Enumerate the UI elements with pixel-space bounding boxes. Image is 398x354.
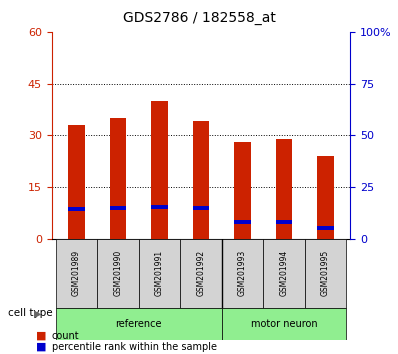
Bar bbox=[234, 220, 251, 224]
Bar bbox=[275, 139, 292, 239]
FancyBboxPatch shape bbox=[56, 239, 98, 308]
Text: GSM201995: GSM201995 bbox=[321, 250, 330, 296]
Text: GSM201994: GSM201994 bbox=[279, 250, 289, 296]
Text: GSM201992: GSM201992 bbox=[197, 250, 205, 296]
FancyBboxPatch shape bbox=[139, 239, 180, 308]
Text: motor neuron: motor neuron bbox=[251, 319, 317, 329]
Text: GSM201990: GSM201990 bbox=[113, 250, 123, 296]
Text: ▶: ▶ bbox=[34, 308, 41, 318]
Text: percentile rank within the sample: percentile rank within the sample bbox=[52, 342, 217, 352]
Bar bbox=[110, 206, 127, 210]
Text: GSM201991: GSM201991 bbox=[155, 250, 164, 296]
Text: cell type: cell type bbox=[8, 308, 53, 318]
Bar bbox=[317, 156, 334, 239]
Bar bbox=[151, 101, 168, 239]
FancyBboxPatch shape bbox=[304, 239, 346, 308]
Text: reference: reference bbox=[115, 319, 162, 329]
FancyBboxPatch shape bbox=[56, 308, 222, 340]
Bar bbox=[193, 121, 209, 239]
Text: ■: ■ bbox=[36, 331, 46, 341]
Text: count: count bbox=[52, 331, 79, 341]
Bar bbox=[68, 125, 85, 239]
FancyBboxPatch shape bbox=[263, 239, 304, 308]
Bar bbox=[234, 142, 251, 239]
Text: GSM201993: GSM201993 bbox=[238, 250, 247, 296]
Text: GSM201989: GSM201989 bbox=[72, 250, 81, 296]
Bar bbox=[275, 220, 292, 224]
Bar bbox=[317, 226, 334, 230]
FancyBboxPatch shape bbox=[98, 239, 139, 308]
Text: ■: ■ bbox=[36, 342, 46, 352]
Bar bbox=[110, 118, 127, 239]
Bar bbox=[68, 207, 85, 211]
FancyBboxPatch shape bbox=[222, 239, 263, 308]
FancyBboxPatch shape bbox=[222, 308, 346, 340]
FancyBboxPatch shape bbox=[180, 239, 222, 308]
Bar bbox=[151, 205, 168, 209]
Bar bbox=[193, 206, 209, 210]
Text: GDS2786 / 182558_at: GDS2786 / 182558_at bbox=[123, 11, 275, 25]
